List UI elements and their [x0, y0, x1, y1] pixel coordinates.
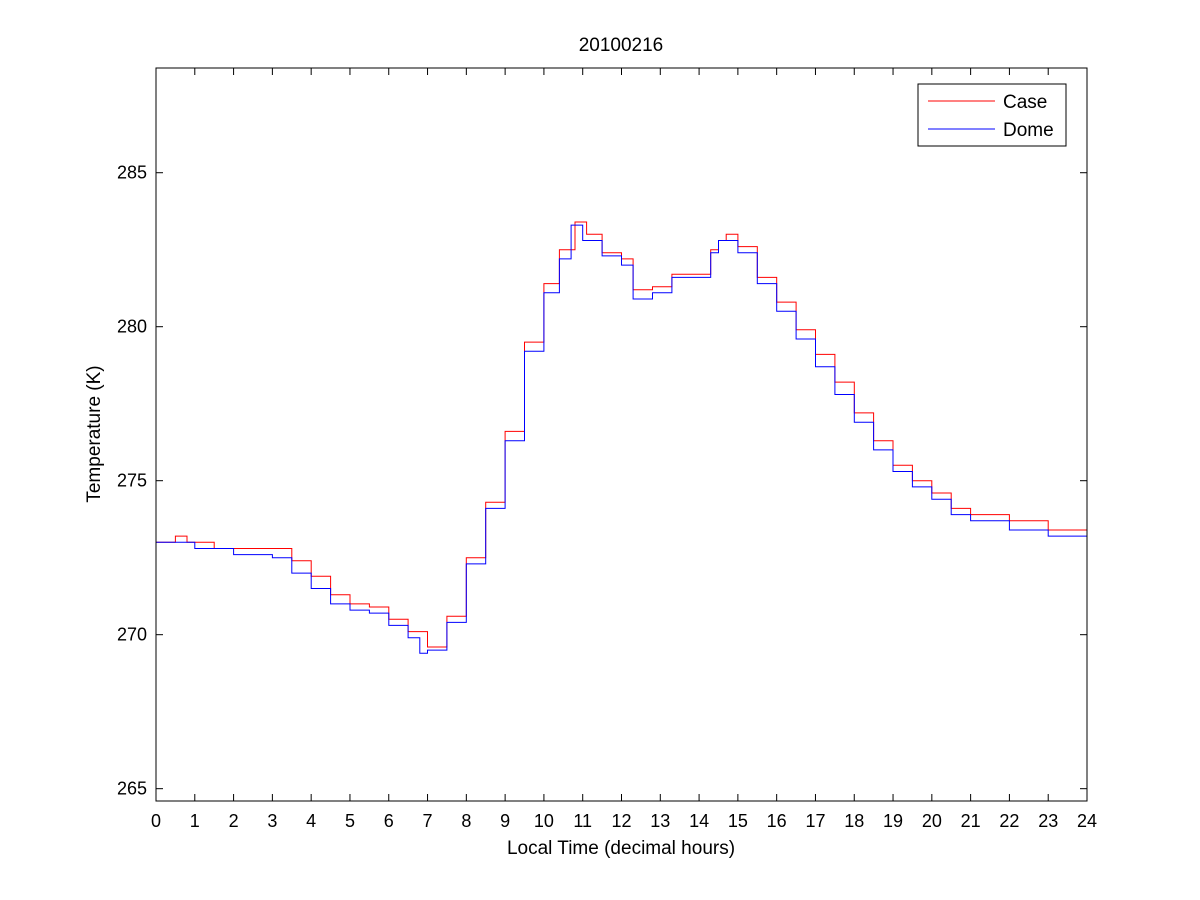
x-tick-label: 19 [883, 811, 903, 831]
legend-dome-label: Dome [1003, 120, 1054, 141]
x-tick-label: 18 [844, 811, 864, 831]
y-tick-label: 280 [117, 317, 147, 337]
legend: Case Dome [917, 83, 1067, 147]
legend-case-label: Case [1003, 92, 1047, 113]
y-tick-label: 270 [117, 625, 147, 645]
x-tick-label: 9 [500, 811, 510, 831]
y-tick-label: 285 [117, 163, 147, 183]
x-tick-label: 1 [190, 811, 200, 831]
plot-area [156, 68, 1087, 801]
chart-title: 20100216 [579, 35, 664, 56]
x-tick-label: 0 [151, 811, 161, 831]
x-tick-label: 2 [229, 811, 239, 831]
x-tick-label: 15 [728, 811, 748, 831]
y-tick-label: 275 [117, 471, 147, 491]
x-tick-label: 24 [1077, 811, 1097, 831]
x-tick-label: 4 [306, 811, 316, 831]
legend-box [917, 83, 1067, 147]
x-tick-label: 21 [961, 811, 981, 831]
x-tick-label: 16 [767, 811, 787, 831]
x-axis-label: Local Time (decimal hours) [507, 838, 735, 859]
x-tick-label: 3 [267, 811, 277, 831]
x-tick-label: 8 [461, 811, 471, 831]
x-tick-label: 12 [611, 811, 631, 831]
x-tick-label: 13 [650, 811, 670, 831]
x-tick-label: 22 [999, 811, 1019, 831]
x-tick-label: 20 [922, 811, 942, 831]
x-tick-label: 6 [384, 811, 394, 831]
series-line-dome [156, 224, 1088, 654]
x-tick-label: 10 [534, 811, 554, 831]
y-axis-label: Temperature (K) [84, 365, 105, 502]
y-axis-ticks: 265 270 275 280 285 [117, 163, 1087, 799]
x-tick-label: 17 [805, 811, 825, 831]
series-layer [156, 221, 1088, 654]
y-tick-label: 265 [117, 779, 147, 799]
x-tick-label: 7 [423, 811, 433, 831]
x-tick-label: 5 [345, 811, 355, 831]
x-tick-label: 14 [689, 811, 709, 831]
x-tick-label: 11 [573, 811, 592, 831]
x-axis-ticks: 0 1 2 3 4 5 6 7 8 9 10 11 12 13 14 15 16 17 18 19 20 21 22 23 24 [151, 68, 1097, 831]
x-tick-label: 23 [1038, 811, 1058, 831]
